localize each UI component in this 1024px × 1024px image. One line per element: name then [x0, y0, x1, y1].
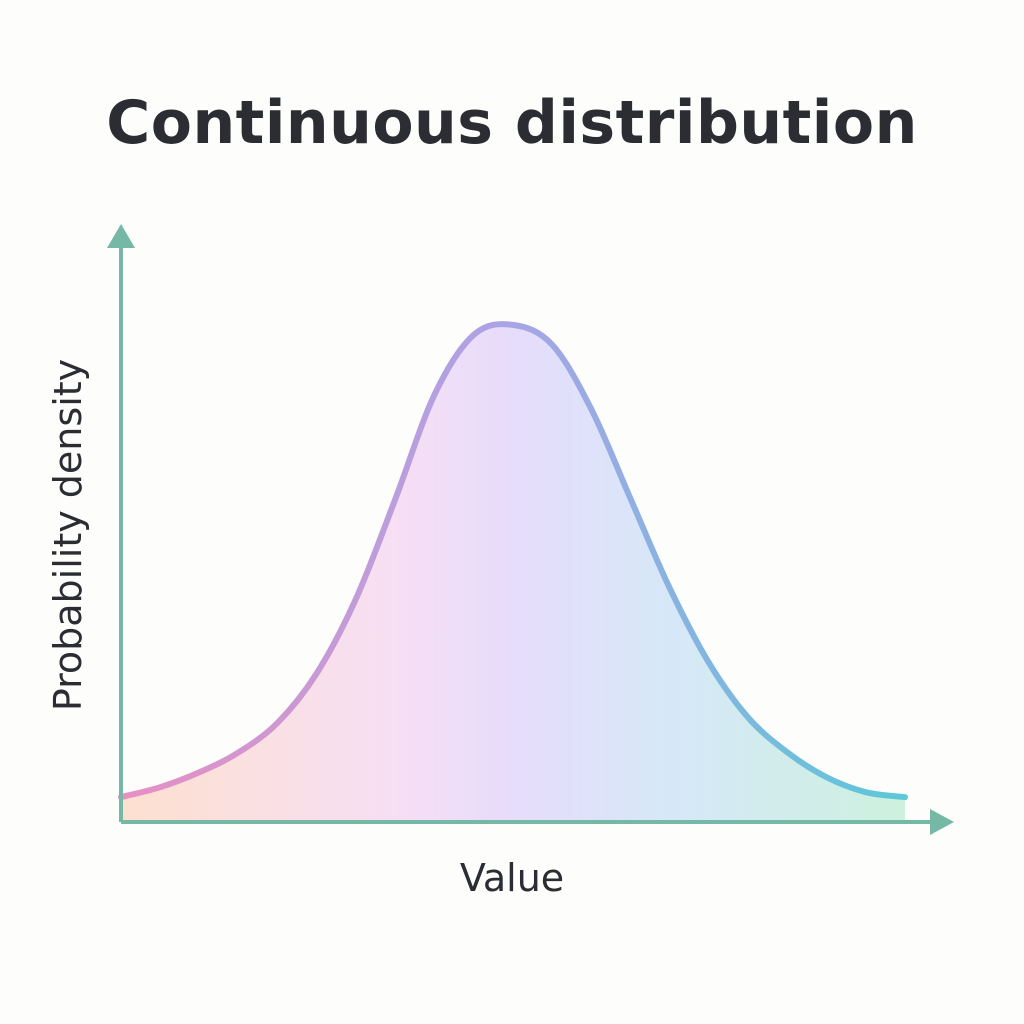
x-axis-label: Value: [459, 856, 565, 900]
x-axis-arrow-icon: [930, 809, 954, 835]
density-curve: [118, 321, 908, 801]
density-area: [121, 324, 905, 822]
y-axis-label: Probability density: [46, 358, 90, 712]
chart-title: Continuous distribution: [106, 88, 918, 158]
y-axis-arrow-icon: [107, 224, 135, 248]
